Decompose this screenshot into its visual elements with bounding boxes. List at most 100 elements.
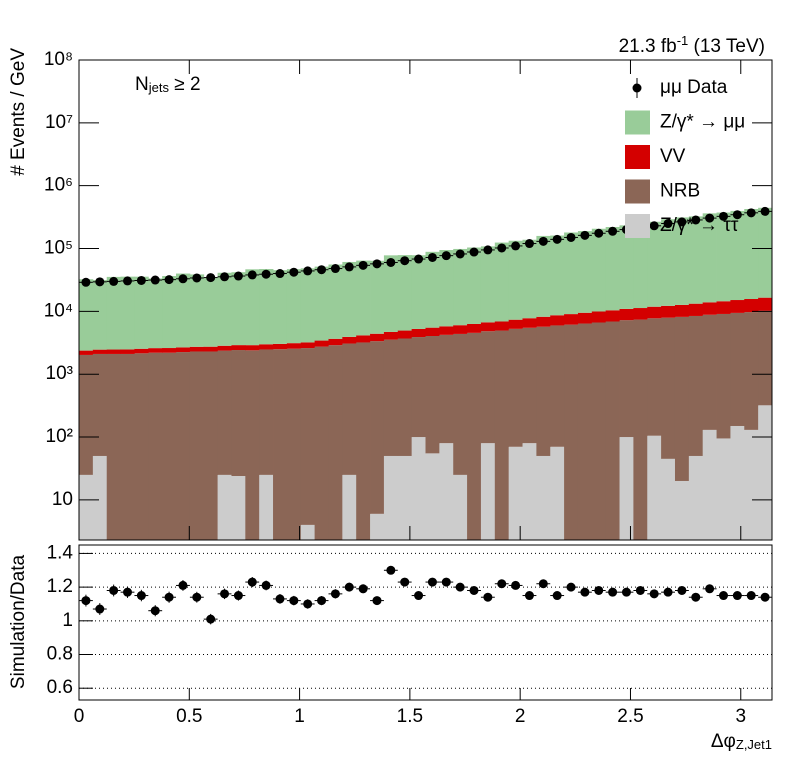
bar [702, 314, 717, 430]
bar [203, 351, 218, 540]
bar [564, 232, 579, 315]
bar [342, 474, 357, 540]
bar [439, 334, 454, 444]
ratio-point [635, 585, 645, 595]
data-point [330, 264, 340, 274]
bar [674, 304, 690, 317]
bar [356, 335, 371, 343]
bar [550, 235, 565, 316]
bar [633, 319, 648, 540]
bar [397, 330, 413, 339]
bar [217, 272, 232, 346]
data-point [386, 257, 396, 267]
bar [300, 348, 316, 525]
frame [78, 544, 773, 701]
y-tick-label: 10⁴ [44, 300, 73, 321]
ratio-point [386, 565, 396, 575]
data-point [109, 276, 119, 286]
y-tick-label: 10⁵ [44, 238, 73, 259]
x-tick-label: 1 [294, 706, 305, 727]
bar [425, 336, 440, 454]
bar [370, 333, 385, 342]
bar [439, 250, 454, 327]
bar [661, 219, 676, 306]
bar [661, 458, 676, 540]
ratio-point [192, 592, 202, 602]
data-point [164, 275, 174, 285]
bar [79, 350, 94, 355]
bar [397, 338, 413, 456]
bar [619, 437, 634, 540]
legend-swatch [625, 110, 650, 135]
bar [134, 353, 149, 540]
bar [245, 269, 260, 346]
data-point [206, 273, 216, 283]
data-point [760, 206, 770, 216]
bar [286, 348, 302, 540]
bar [231, 475, 246, 540]
x-tick-label: 2.5 [617, 706, 643, 727]
bar [744, 312, 759, 430]
ratio-point [150, 606, 160, 616]
bar [106, 349, 121, 354]
ratio-point [705, 584, 715, 594]
ratio-point [594, 585, 604, 595]
text-part: ≥ 2 [169, 74, 201, 95]
legend-swatch [625, 214, 650, 238]
y-tick-label: 1.2 [47, 576, 73, 597]
bar [564, 324, 579, 540]
bar [217, 474, 232, 540]
data-point [275, 269, 285, 279]
bar [176, 352, 191, 540]
bar [453, 333, 468, 475]
ratio-point [455, 582, 465, 592]
bar [661, 305, 676, 318]
bar [217, 345, 232, 351]
bar [647, 435, 662, 540]
data-point [524, 239, 534, 249]
ratio-point [760, 592, 770, 602]
bar [259, 349, 274, 475]
ratio-point [233, 591, 243, 601]
legend-label: Z/γ* → ττ [660, 215, 739, 236]
ratio-point [524, 591, 534, 601]
ratio-point [538, 579, 548, 589]
bar [231, 350, 246, 476]
bar [328, 264, 343, 339]
bar [203, 346, 218, 352]
bar [370, 260, 385, 334]
bar [106, 276, 121, 350]
ratio-point [164, 592, 174, 602]
ratio-point [677, 585, 687, 595]
bar [480, 331, 496, 444]
bar [702, 429, 717, 540]
ratio-point [469, 585, 479, 595]
data-point [233, 271, 243, 281]
bar [231, 272, 246, 346]
bar [550, 446, 565, 540]
bar [148, 278, 163, 349]
bar [92, 353, 108, 456]
legend-swatch [625, 145, 650, 169]
bar [425, 327, 440, 337]
y-tick-label: 1 [62, 610, 73, 631]
bar [397, 255, 413, 331]
bar [370, 341, 385, 514]
bar [716, 438, 731, 540]
bar [550, 325, 565, 447]
luminosity: 21.3 fb-1 (13 TeV) [619, 33, 765, 57]
bar [217, 350, 232, 475]
bar [425, 453, 440, 540]
ratio-point [580, 587, 590, 597]
bar [356, 342, 371, 540]
bar [273, 349, 288, 540]
bar [453, 474, 468, 540]
ratio-point [317, 596, 327, 606]
bar [245, 350, 260, 540]
ratio-point [663, 587, 673, 597]
bar [605, 310, 620, 322]
bar [342, 343, 357, 475]
bar [633, 308, 648, 320]
bar [134, 348, 149, 354]
bar [411, 328, 426, 338]
